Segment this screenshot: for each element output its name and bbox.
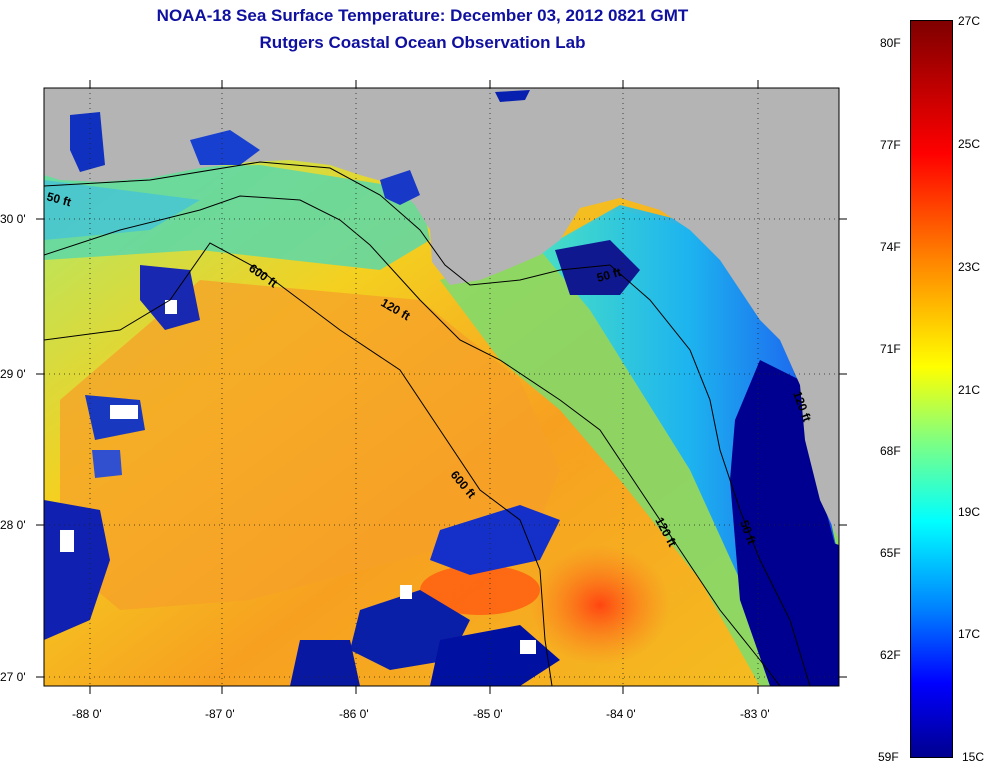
contour-label-1: 50 ft [45,189,72,209]
bay-st-andrew [380,170,420,205]
cb-c-21: 21C [958,383,981,397]
warm-eddy-south [530,545,670,665]
cb-f-74: 74F [880,240,901,254]
land-tip [820,400,839,450]
lat-label-4: 27 0' [0,670,26,684]
no-data-2 [110,405,138,419]
lat-label-1: 30 0' [0,212,26,226]
cb-c-15: 15C [962,750,985,764]
cb-c-25: 25C [958,137,981,151]
cool-shelf-nw [44,180,200,240]
cloud-patch-7 [92,450,122,478]
lon-label-6: -83 0' [740,707,770,721]
cb-f-65: 65F [880,546,901,560]
warm-patch [420,565,540,615]
cb-c-17: 17C [958,627,981,641]
no-data-5 [520,640,536,654]
colorbar [910,20,953,758]
lon-label-2: -87 0' [205,707,235,721]
cb-f-68: 68F [880,444,901,458]
cold-apalachee [555,240,640,295]
land-mass [44,88,839,540]
cb-c-27: 27C [958,14,981,28]
lon-label-1: -88 0' [72,707,102,721]
cb-c-23: 23C [958,260,981,274]
cool-shelf-west [44,165,430,270]
sst-map: 50 ft 600 ft 120 ft 50 ft 120 ft 600 ft … [0,80,847,721]
lat-label-3: 28 0' [0,518,26,532]
lake-east [495,90,530,102]
warm-core [60,280,560,610]
cb-c-19: 19C [958,505,981,519]
cloud-patch-8 [290,640,360,686]
map-title: NOAA-18 Sea Surface Temperature: Decembe… [156,6,689,25]
axis-ticks [36,80,847,694]
cold-nearshore-east [730,360,839,686]
lon-label-4: -85 0' [473,707,503,721]
contour-label-4: 50 ft [595,265,622,285]
no-data-3 [400,585,412,599]
map-frame [43,87,840,687]
cloud-patch-1 [430,505,560,575]
contour-600ft [44,242,553,686]
cb-f-77: 77F [880,138,901,152]
contour-50ft [44,161,811,686]
cb-f-62: 62F [880,648,901,662]
bay-tampa [795,530,839,600]
no-data-4 [165,300,177,314]
cloud-patch-5 [140,265,200,330]
lon-label-5: -84 0' [606,707,636,721]
map-area [44,88,839,686]
contour-120ft [44,195,781,686]
cb-f-59: 59F [878,750,899,764]
lat-label-2: 29 0' [0,367,26,381]
bay-mobile [70,112,105,172]
lon-label-3: -86 0' [339,707,369,721]
cb-f-80: 80F [880,36,901,50]
map-subtitle: Rutgers Coastal Ocean Observation Lab [259,33,586,52]
no-data-1 [60,530,74,552]
cb-f-71: 71F [880,342,901,356]
bay-pensacola [190,130,260,165]
